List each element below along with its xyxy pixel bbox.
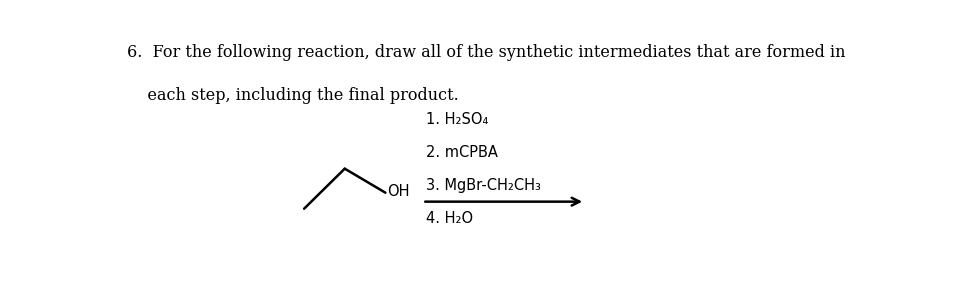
Text: OH: OH <box>387 184 409 199</box>
Text: 1. H₂SO₄: 1. H₂SO₄ <box>426 112 488 127</box>
Text: 2. mCPBA: 2. mCPBA <box>426 145 497 160</box>
Text: 6.  For the following reaction, draw all of the synthetic intermediates that are: 6. For the following reaction, draw all … <box>127 44 844 61</box>
Text: each step, including the final product.: each step, including the final product. <box>127 88 457 104</box>
Text: 3. MgBr-CH₂CH₃: 3. MgBr-CH₂CH₃ <box>426 178 540 193</box>
Text: 4. H₂O: 4. H₂O <box>426 211 473 226</box>
